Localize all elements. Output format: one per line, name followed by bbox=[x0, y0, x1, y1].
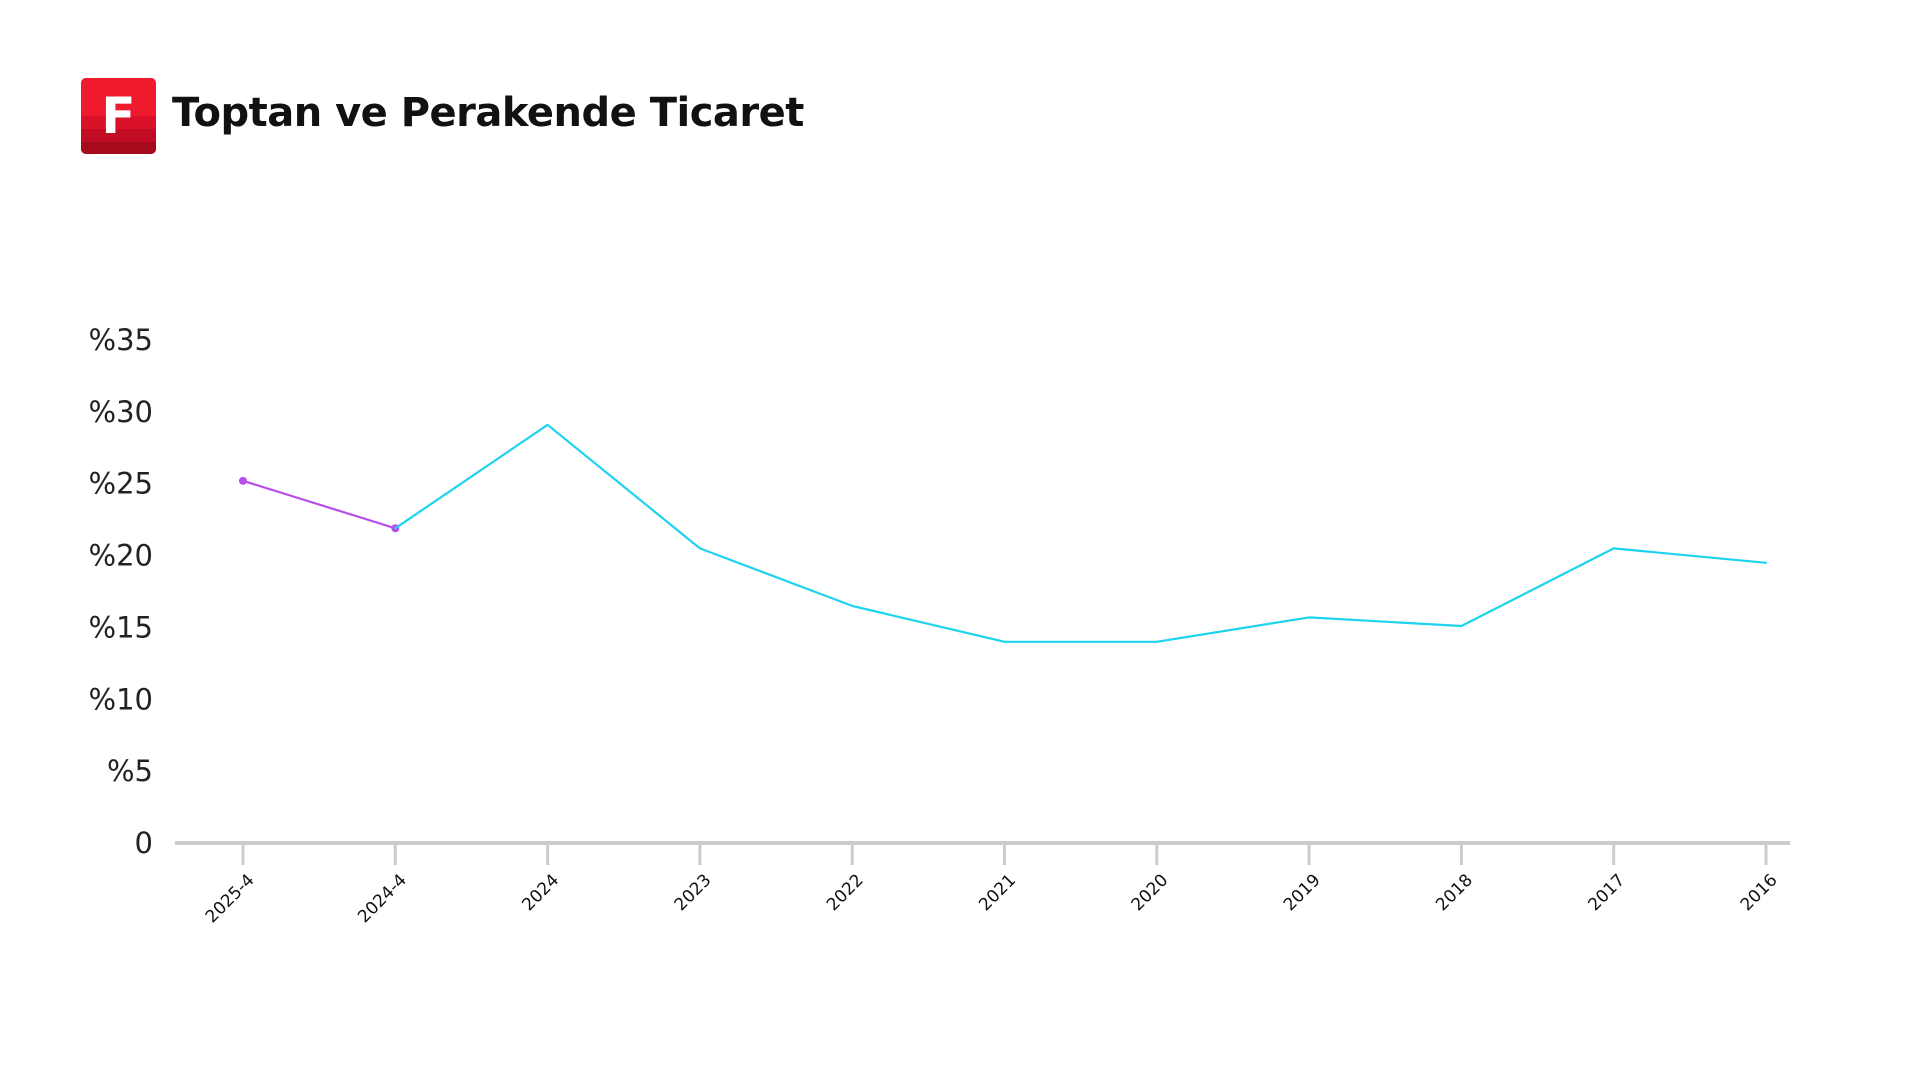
y-tick-label: %35 bbox=[89, 323, 153, 357]
x-tick-label: 2021 bbox=[975, 870, 1020, 915]
data-point-quarterly bbox=[239, 476, 247, 485]
x-tick-label: 2017 bbox=[1584, 870, 1629, 915]
y-tick-label: %5 bbox=[107, 754, 153, 788]
y-tick-label: %30 bbox=[89, 395, 153, 429]
x-tick-label: 2025-4 bbox=[202, 870, 259, 927]
x-tick-label: 2020 bbox=[1128, 870, 1173, 915]
y-tick-label: %25 bbox=[89, 467, 153, 501]
x-tick-label: 2019 bbox=[1280, 870, 1325, 915]
y-tick-label: 0 bbox=[135, 826, 153, 860]
y-tick-label: %20 bbox=[89, 539, 153, 573]
logo-letter: F bbox=[101, 87, 136, 145]
x-tick-label: 2016 bbox=[1737, 870, 1782, 915]
series-line-annual bbox=[394, 423, 1768, 643]
y-tick-label: %15 bbox=[89, 610, 153, 644]
series-line-quarterly bbox=[241, 479, 397, 530]
x-tick-label: 2024-4 bbox=[354, 870, 411, 927]
x-tick-label: 2022 bbox=[823, 870, 868, 915]
y-axis-labels: 0 %5 %10 %15 %20 %25 %30 %35 bbox=[89, 323, 153, 860]
series-layer bbox=[239, 423, 1768, 643]
x-tick-label: 2023 bbox=[671, 870, 716, 915]
x-axis: 2025-4 2024-4 2024 2023 2022 2021 2020 2019 2018… bbox=[175, 841, 1790, 927]
brand-logo: F bbox=[81, 78, 156, 154]
chart-title: Toptan ve Perakende Ticaret bbox=[172, 90, 804, 136]
x-tick-label: 2024 bbox=[518, 870, 563, 915]
x-tick-label: 2018 bbox=[1432, 870, 1477, 915]
y-tick-label: %10 bbox=[89, 682, 153, 716]
